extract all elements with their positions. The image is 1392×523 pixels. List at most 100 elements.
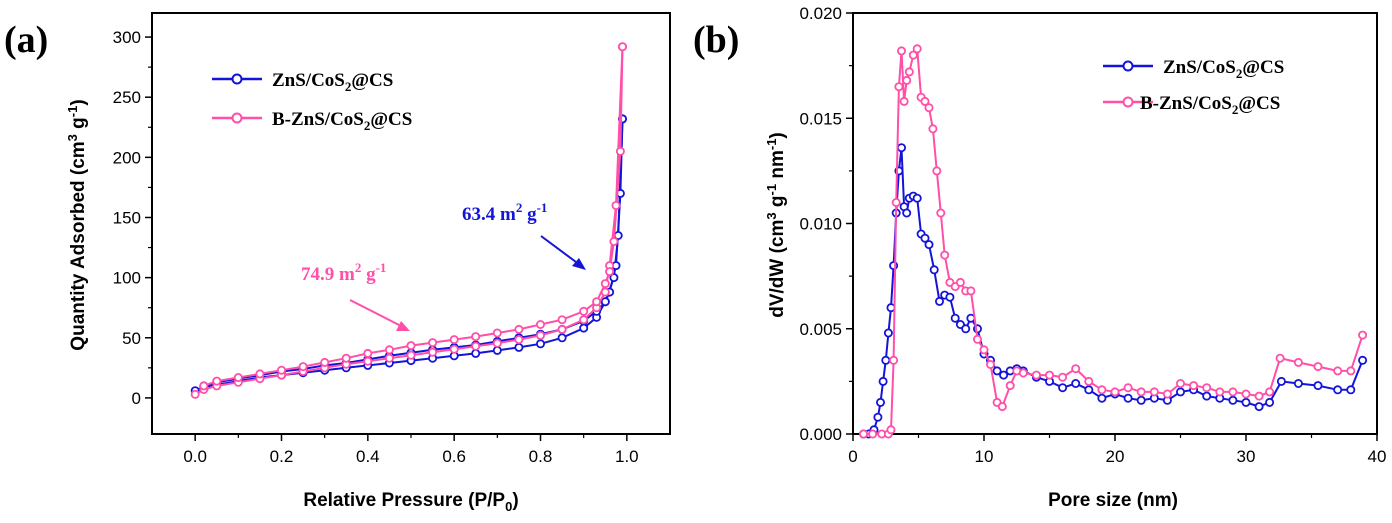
data-point [883, 328, 893, 338]
data-point [904, 67, 914, 77]
data-point [190, 389, 200, 399]
data-point [889, 355, 899, 365]
data-point [1228, 395, 1238, 405]
data-point [899, 96, 909, 106]
data-point [1275, 353, 1285, 363]
data-point [1149, 387, 1159, 397]
data-point [1084, 376, 1094, 386]
data-point [997, 402, 1007, 412]
data-point [514, 335, 524, 345]
data-point [449, 344, 459, 354]
data-point [1176, 378, 1186, 388]
data-point [320, 357, 330, 367]
data-point [471, 332, 481, 342]
data-point [557, 333, 567, 343]
y-tick-label: 250 [113, 88, 141, 107]
data-point [492, 338, 502, 348]
x-tick-label: 1.0 [615, 447, 639, 466]
data-point [1136, 387, 1146, 397]
data-point [1346, 385, 1356, 395]
data-point [579, 315, 589, 325]
y-tick-label: 200 [113, 148, 141, 167]
data-point [609, 273, 619, 283]
data-point [1276, 376, 1286, 386]
data-point [1346, 366, 1356, 376]
data-point [902, 75, 912, 85]
data-point [932, 166, 942, 176]
panel-b-label: (b) [693, 19, 739, 61]
legend-marker-series1 [231, 73, 243, 85]
data-point [1110, 387, 1120, 397]
data-point [979, 345, 989, 355]
y-tick-label: 150 [113, 208, 141, 227]
data-point [536, 339, 546, 349]
data-point [920, 233, 930, 243]
data-point [912, 44, 922, 54]
data-point [1313, 381, 1323, 391]
y-tick-label: 0.015 [799, 109, 842, 128]
panel-b-plot-frame [852, 12, 1378, 435]
data-point [876, 397, 886, 407]
data-point [557, 324, 567, 334]
panel-a-plot-frame [151, 12, 671, 435]
data-point [929, 265, 939, 275]
data-point [492, 328, 502, 338]
data-point [1254, 402, 1264, 412]
data-point [199, 381, 209, 391]
data-point [1202, 391, 1212, 401]
data-point [1005, 381, 1015, 391]
data-point [873, 412, 883, 422]
data-point [579, 306, 589, 316]
data-point [384, 353, 394, 363]
legend-marker-series2 [1122, 96, 1134, 108]
data-point [1333, 385, 1343, 395]
data-point [1358, 330, 1368, 340]
x-tick-label: 0.4 [356, 447, 380, 466]
data-point [1176, 387, 1186, 397]
panel-a-legend: ZnS/CoS2@CS B-ZnS/CoS2@CS [212, 70, 412, 133]
data-point [955, 277, 965, 287]
data-point [986, 359, 996, 369]
data-point [449, 335, 459, 345]
data-point [1071, 378, 1081, 388]
data-point [1293, 357, 1303, 367]
panel-b-x-axis-label: Pore size (nm) [1048, 490, 1178, 511]
data-point [492, 345, 502, 355]
legend-label-series1: ZnS/CoS2@CS [272, 70, 393, 94]
data-point [600, 279, 610, 289]
data-point [992, 366, 1002, 376]
data-point [891, 197, 901, 207]
data-point [428, 347, 438, 357]
legend-label-series2: B-ZnS/CoS2@CS [272, 109, 412, 133]
data-point [950, 313, 960, 323]
data-point [1313, 362, 1323, 372]
legend-marker-series2 [231, 112, 243, 124]
x-tick-label: 0 [848, 447, 857, 466]
data-point [897, 143, 907, 153]
data-point [928, 124, 938, 134]
data-point [1293, 378, 1303, 388]
data-point [611, 200, 621, 210]
panel-a-series [190, 42, 628, 399]
data-point [1123, 383, 1133, 393]
data-point [1136, 395, 1146, 405]
panel-a-label: (a) [4, 19, 48, 61]
series-2 [190, 42, 628, 399]
panel-a-ticks: 0.0 0.2 0.4 0.6 0.8 1.0 0 50 100 150 200 250 300 [113, 28, 639, 466]
data-point [1084, 385, 1094, 395]
panel-a-y-axis-label: Quantity Adsorbed (cm3 g-1) [65, 99, 89, 350]
data-point [924, 103, 934, 113]
data-point [1097, 385, 1107, 395]
data-point [1058, 383, 1068, 393]
y-tick-label: 300 [113, 28, 141, 47]
data-point [1097, 393, 1107, 403]
panel-b-ticks: 0 10 20 30 40 0.000 0.005 0.010 0.015 0.020 [799, 4, 1386, 466]
data-point [600, 297, 610, 307]
data-point [1071, 364, 1081, 374]
data-point [894, 82, 904, 92]
y-tick-label: 0.010 [799, 215, 842, 234]
data-point [615, 146, 625, 156]
data-point [897, 46, 907, 56]
data-point [618, 42, 628, 52]
